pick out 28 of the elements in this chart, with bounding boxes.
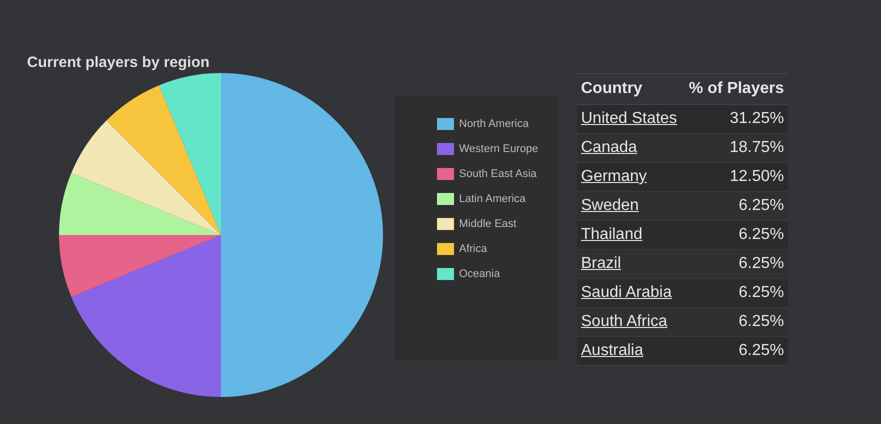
data-label: 6.25% (682, 336, 788, 366)
data-label: 6.25% (682, 308, 788, 336)
data-label: 18.75% (682, 134, 788, 162)
data-label: 12.50% (682, 162, 788, 192)
legend-label: Western Europe (459, 143, 538, 155)
category-label: Brazil (577, 250, 683, 278)
legend-label: Middle East (459, 218, 516, 230)
text: Country (577, 74, 683, 104)
legend-label: Africa (459, 243, 488, 255)
data-label: 6.25% (682, 250, 788, 278)
legend-label: Oceania (459, 268, 501, 280)
data-label: 6.25% (682, 220, 788, 250)
legend-label: Latin America (459, 193, 527, 205)
data-label: 6.25% (682, 278, 788, 308)
category-label: United States (577, 104, 683, 134)
category-label: South Africa (577, 308, 683, 336)
category-label: Australia (577, 336, 683, 366)
category-label: Germany (577, 162, 683, 192)
chart-title: Current players by region (27, 54, 210, 71)
category-label: Thailand (577, 220, 683, 250)
category-label: Canada (577, 134, 683, 162)
legend-label: North America (459, 118, 530, 130)
legend-label: South East Asia (459, 168, 538, 180)
data-label: 31.25% (682, 104, 788, 134)
text: % of Players (682, 74, 788, 104)
category-label: Saudi Arabia (577, 278, 683, 308)
category-label: Sweden (577, 192, 683, 220)
data-label: 6.25% (682, 192, 788, 220)
